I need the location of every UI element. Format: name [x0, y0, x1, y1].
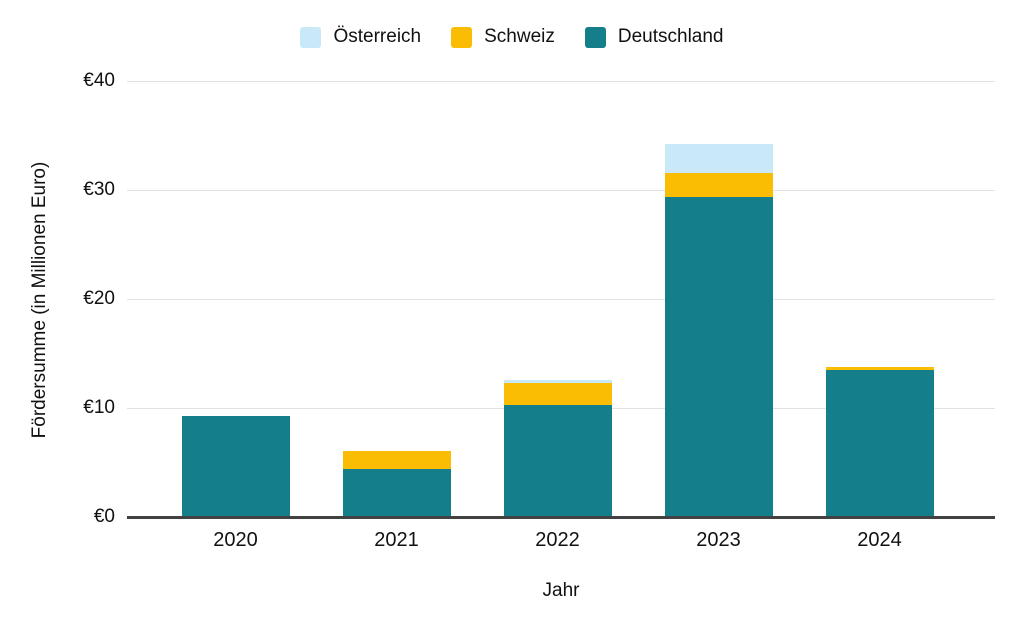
x-axis-title: Jahr [542, 580, 580, 601]
bar-2023-schweiz[interactable] [664, 172, 773, 197]
x-tick-label-2023: 2023 [696, 529, 741, 551]
plot-area: €0 €10 €20 €30 €40 2020 2021 2022 2023 2024 [83, 70, 995, 551]
bar-2024-deutschland[interactable] [825, 369, 934, 517]
y-tick-label: €0 [93, 506, 115, 527]
bar-2023-deutschland[interactable] [664, 196, 773, 517]
y-tick-label: €40 [83, 70, 115, 91]
y-tick-label: €20 [83, 288, 115, 309]
legend-label: Österreich [333, 26, 422, 47]
legend-swatch-icon [300, 26, 322, 48]
bar-2021-deutschland[interactable] [342, 469, 451, 517]
legend-item-deutschland[interactable]: Deutschland [584, 26, 724, 48]
x-tick-label-2020: 2020 [213, 529, 258, 551]
y-tick-label: €10 [83, 397, 115, 418]
bar-2020-deutschland[interactable] [181, 415, 290, 517]
legend-swatch-icon [451, 26, 473, 48]
legend: Österreich Schweiz Deutschland [0, 26, 1024, 48]
gridline-20 [127, 298, 995, 300]
bar-2022-deutschland[interactable] [503, 404, 612, 517]
x-tick-label-2022: 2022 [535, 529, 580, 551]
gridline-40 [127, 80, 995, 82]
legend-label: Schweiz [484, 26, 555, 47]
legend-item-oesterreich[interactable]: Österreich [300, 26, 421, 48]
x-axis-line [127, 516, 995, 519]
bar-2021-schweiz[interactable] [342, 450, 451, 470]
bar-2023-oesterreich[interactable] [664, 144, 773, 173]
bar-2022-oesterreich[interactable] [503, 379, 612, 383]
y-tick-label: €30 [83, 179, 115, 200]
x-tick-label-2024: 2024 [857, 529, 902, 551]
legend-swatch-icon [584, 26, 606, 48]
bar-2022-schweiz[interactable] [503, 382, 612, 405]
x-tick-label-2021: 2021 [374, 529, 419, 551]
bar-2024-schweiz[interactable] [825, 366, 934, 370]
legend-label: Deutschland [617, 26, 724, 47]
legend-item-schweiz[interactable]: Schweiz [451, 26, 555, 48]
gridline-30 [127, 189, 995, 191]
